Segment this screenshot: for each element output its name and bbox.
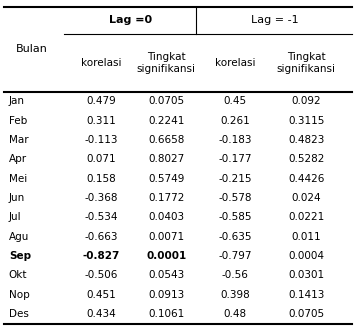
Text: 0.311: 0.311: [86, 115, 116, 126]
Text: Jun: Jun: [9, 193, 25, 203]
Text: 0.071: 0.071: [86, 154, 116, 164]
Text: -0.177: -0.177: [219, 154, 252, 164]
Text: 0.0705: 0.0705: [288, 309, 324, 319]
Text: -0.797: -0.797: [219, 251, 252, 261]
Text: 0.4823: 0.4823: [288, 135, 324, 145]
Text: korelasi: korelasi: [215, 58, 256, 68]
Text: Nop: Nop: [9, 290, 30, 300]
Text: 0.4426: 0.4426: [288, 174, 324, 184]
Text: Apr: Apr: [9, 154, 27, 164]
Text: 0.1061: 0.1061: [148, 309, 184, 319]
Text: Feb: Feb: [9, 115, 27, 126]
Text: 0.45: 0.45: [224, 96, 247, 106]
Text: -0.368: -0.368: [84, 193, 118, 203]
Text: 0.1413: 0.1413: [288, 290, 324, 300]
Text: 0.011: 0.011: [291, 232, 321, 242]
Text: 0.0004: 0.0004: [288, 251, 324, 261]
Text: 0.398: 0.398: [221, 290, 250, 300]
Text: 0.6658: 0.6658: [148, 135, 184, 145]
Text: 0.024: 0.024: [291, 193, 321, 203]
Text: 0.261: 0.261: [221, 115, 250, 126]
Text: Jan: Jan: [9, 96, 25, 106]
Text: 0.8027: 0.8027: [148, 154, 184, 164]
Text: 0.0301: 0.0301: [288, 270, 324, 280]
Text: -0.113: -0.113: [84, 135, 118, 145]
Text: Lag = -1: Lag = -1: [251, 15, 298, 26]
Text: Agu: Agu: [9, 232, 29, 242]
Text: 0.1772: 0.1772: [148, 193, 184, 203]
Text: -0.534: -0.534: [84, 212, 118, 222]
Text: Mar: Mar: [9, 135, 28, 145]
Text: 0.0071: 0.0071: [148, 232, 184, 242]
Text: 0.0221: 0.0221: [288, 212, 324, 222]
Text: -0.585: -0.585: [219, 212, 252, 222]
Text: 0.158: 0.158: [86, 174, 116, 184]
Text: 0.092: 0.092: [291, 96, 321, 106]
Text: 0.48: 0.48: [224, 309, 247, 319]
Text: Mei: Mei: [9, 174, 27, 184]
Text: -0.215: -0.215: [219, 174, 252, 184]
Text: 0.451: 0.451: [86, 290, 116, 300]
Text: 0.0913: 0.0913: [148, 290, 184, 300]
Text: -0.635: -0.635: [219, 232, 252, 242]
Text: -0.578: -0.578: [219, 193, 252, 203]
Text: 0.3115: 0.3115: [288, 115, 324, 126]
Text: 0.434: 0.434: [86, 309, 116, 319]
Text: -0.506: -0.506: [84, 270, 118, 280]
Text: 0.0705: 0.0705: [148, 96, 184, 106]
Text: Lag =0: Lag =0: [109, 15, 152, 26]
Text: 0.5282: 0.5282: [288, 154, 324, 164]
Text: Tingkat
signifikansi: Tingkat signifikansi: [137, 52, 196, 74]
Text: 0.0001: 0.0001: [146, 251, 187, 261]
Text: Des: Des: [9, 309, 29, 319]
Text: 0.0543: 0.0543: [148, 270, 184, 280]
Text: Bulan: Bulan: [16, 44, 48, 54]
Text: -0.183: -0.183: [219, 135, 252, 145]
Text: -0.663: -0.663: [84, 232, 118, 242]
Text: 0.2241: 0.2241: [148, 115, 184, 126]
Text: Sep: Sep: [9, 251, 31, 261]
Text: 0.0403: 0.0403: [148, 212, 184, 222]
Text: korelasi: korelasi: [81, 58, 121, 68]
Text: -0.56: -0.56: [222, 270, 249, 280]
Text: Tingkat
signifikansi: Tingkat signifikansi: [277, 52, 336, 74]
Text: Okt: Okt: [9, 270, 27, 280]
Text: Jul: Jul: [9, 212, 22, 222]
Text: 0.5749: 0.5749: [148, 174, 184, 184]
Text: 0.479: 0.479: [86, 96, 116, 106]
Text: -0.827: -0.827: [82, 251, 120, 261]
